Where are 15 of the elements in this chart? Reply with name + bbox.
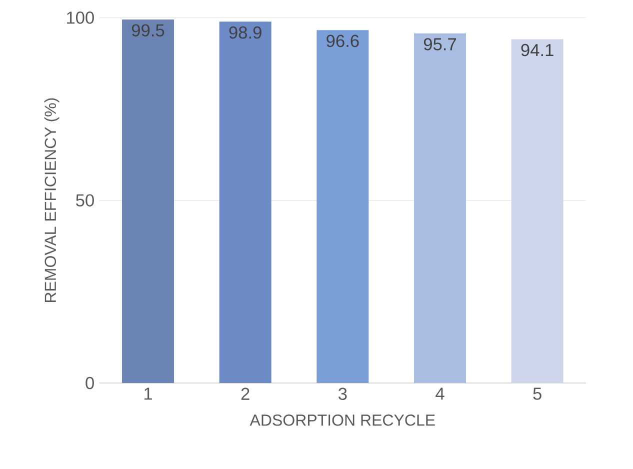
data-label: 99.5 xyxy=(132,24,164,36)
data-label: 95.7 xyxy=(424,38,456,50)
x-axis-title: ADSORPTION RECYCLE xyxy=(250,414,435,426)
y-tick-label: 100 xyxy=(67,12,94,24)
data-label: 96.6 xyxy=(326,34,359,48)
y-tick-label: 0 xyxy=(86,376,94,390)
x-tick-label: 2 xyxy=(241,388,250,400)
data-label: 94.1 xyxy=(521,44,554,56)
x-tick-label: 5 xyxy=(533,388,542,400)
y-axis-title: REMOVAL EFFICIENCY (%) xyxy=(44,98,60,302)
data-label: 98.9 xyxy=(229,26,262,39)
x-tick-label: 4 xyxy=(436,388,444,400)
y-tick-label: 50 xyxy=(76,194,94,206)
x-tick-label: 1 xyxy=(144,388,152,400)
x-tick-label: 3 xyxy=(338,388,347,400)
